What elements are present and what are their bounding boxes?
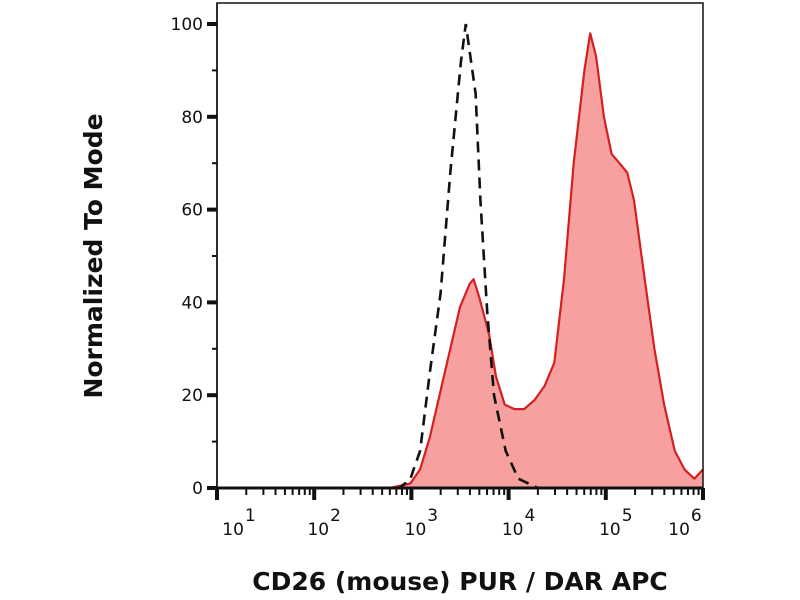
y-tick-label: 0 [192, 479, 203, 499]
y-tick-label: 40 [181, 293, 203, 313]
x-tick-label: 101 [222, 506, 255, 540]
y-axis-title: Normalized To Mode [79, 113, 108, 398]
axes: 0 20 40 60 80 100 101 102 103 104 105 106 [171, 2, 705, 540]
x-tick-label: 102 [307, 506, 340, 540]
plot-area [217, 23, 704, 490]
y-tick-label: 80 [181, 108, 203, 128]
y-tick-label: 60 [181, 201, 203, 221]
y-tick-label: 100 [171, 15, 203, 35]
x-tick-label: 106 [668, 506, 701, 540]
series-fill-1 [217, 33, 703, 489]
x-tick-label: 105 [599, 506, 632, 540]
x-axis-title: CD26 (mouse) PUR / DAR APC [252, 567, 668, 596]
series-line-1 [217, 32, 704, 490]
x-tick-label: 104 [502, 506, 535, 540]
y-tick-label: 20 [181, 386, 203, 406]
x-tick-label: 103 [405, 506, 438, 540]
series-line-0 [217, 23, 703, 490]
